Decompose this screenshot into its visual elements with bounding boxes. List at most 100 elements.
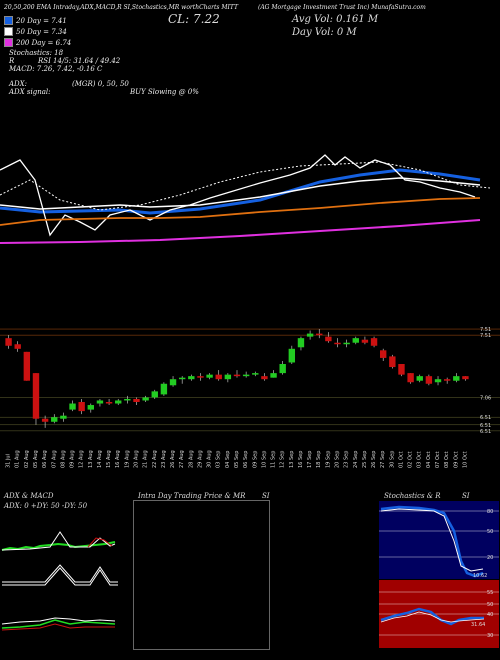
date-tick-label: 12 Sep	[280, 451, 286, 468]
ema50-line	[0, 177, 481, 210]
candle-body	[379, 350, 387, 358]
date-tick-label: 21 Aug	[143, 450, 149, 468]
macd-white-line	[2, 567, 118, 586]
date-tick-label: 04 Oct	[426, 451, 432, 468]
date-tick-label: 02 Oct	[408, 451, 414, 468]
day-volume: Day Vol: 0 M	[292, 27, 357, 38]
date-tick-label: 12 Aug	[79, 450, 85, 468]
date-tick-label: 17 Sep	[307, 451, 313, 468]
stochastics-title: Stochastics & R	[384, 492, 441, 500]
candle-body	[224, 374, 232, 380]
stoch-k-line	[380, 505, 484, 578]
stoch-label-80: 80	[487, 509, 493, 515]
intraday-title: Intra Day Trading Price & MR	[138, 492, 246, 500]
adx-red-line	[87, 537, 113, 548]
date-tick-label: 26 Aug	[170, 450, 176, 468]
candle-body	[78, 402, 85, 412]
date-tick-label: 08 Oct	[444, 451, 450, 468]
rsi-white-line	[380, 611, 485, 623]
candle-body	[51, 417, 58, 422]
adx-green-line	[1, 541, 116, 551]
candle-body	[23, 351, 31, 381]
candle-body	[233, 374, 241, 377]
legend-ema20: 20 Day = 7.41	[4, 16, 67, 25]
candle-body	[124, 398, 131, 401]
ema200-line	[0, 219, 481, 244]
macd-green-line	[1, 619, 116, 629]
date-tick-label: 08 Aug	[60, 450, 66, 468]
candle-body	[389, 356, 396, 368]
adx-macd-values: ADX: 0 +DY: 50 -DY: 50	[4, 502, 88, 510]
date-tick-label: 07 Aug	[51, 450, 57, 468]
date-tick-label: 20 Aug	[133, 450, 139, 468]
macd-white-line-2	[2, 564, 118, 583]
candle-body	[41, 418, 49, 422]
candle-body	[407, 373, 414, 383]
candle-body	[5, 338, 12, 346]
date-tick-label: 01 Aug	[15, 450, 21, 468]
rsi-label-55: 55	[487, 590, 493, 596]
date-tick-label: 22 Aug	[152, 450, 158, 468]
candle-body	[316, 333, 323, 336]
candle-body	[178, 377, 186, 380]
candle-body	[242, 374, 250, 377]
ema50-dotted-line	[0, 161, 491, 211]
date-tick-label: 23 Aug	[161, 450, 167, 468]
stochastics-panel: 80 50 20 10.62	[379, 501, 499, 579]
candle-body	[434, 379, 442, 383]
stoch-label-50: 50	[487, 529, 493, 535]
legend-ema50: 50 Day = 7.34	[4, 27, 67, 36]
date-tick-label: 07 Oct	[435, 451, 441, 468]
date-tick-label: 15 Aug	[106, 450, 112, 468]
candle-body	[334, 342, 341, 345]
rsi-line	[380, 607, 484, 626]
date-tick-label: 05 Aug	[33, 450, 39, 468]
header-line1: 20,50,200 EMA Intraday,ADX,MACD,R SI,Sto…	[4, 4, 238, 11]
date-tick-label: 19 Aug	[124, 450, 130, 468]
adx-macd-panel	[1, 531, 118, 631]
date-tick-label: 06 Sep	[243, 451, 249, 468]
candle-body	[188, 376, 195, 380]
intraday-panel	[133, 500, 270, 650]
candle-body	[160, 383, 168, 395]
rsi-label-40: 40	[487, 612, 493, 618]
date-tick-label: 03 Sep	[216, 451, 222, 468]
stochastics-si: SI	[462, 492, 470, 500]
date-tick-label: 27 Aug	[179, 450, 185, 468]
ema200-swatch	[4, 38, 13, 47]
candle-body	[69, 403, 76, 410]
candle-body	[32, 373, 40, 419]
price-axis-label: 7.06	[480, 395, 491, 401]
stoch-label-20: 20	[487, 555, 493, 561]
candle-body	[416, 376, 423, 381]
date-tick-label: 10 Oct	[462, 451, 468, 468]
adx-signal-label: ADX signal:	[9, 88, 51, 96]
date-tick-label: 25 Sep	[362, 451, 368, 468]
candle-body	[151, 391, 158, 398]
candle-body	[462, 376, 469, 380]
candle-body	[206, 374, 213, 378]
date-tick-label: 02 Aug	[24, 450, 30, 468]
candle-body	[361, 339, 369, 343]
macd-white-line-3	[1, 617, 116, 625]
intraday-si: SI	[262, 492, 270, 500]
ema20-line	[0, 168, 481, 215]
date-tick-label: 28 Aug	[188, 450, 194, 468]
macd-red-line	[1, 623, 115, 631]
candle-body	[169, 379, 177, 386]
candle-body	[115, 400, 122, 404]
legend-ema200: 200 Day = 6.74	[4, 38, 71, 47]
candle-body	[252, 373, 259, 375]
candle-body	[14, 344, 21, 349]
mgr-value: (MGR) 0, 50, 50	[72, 80, 129, 88]
ema-chart	[0, 154, 491, 244]
buy-signal: BUY Slowing @ 0%	[130, 88, 199, 96]
company-name: (AG Mortgage Investment Trust Inc) Munaf…	[258, 4, 426, 11]
candle-body	[325, 336, 332, 342]
rsi-panel: 55 50 40 31.64 30	[379, 580, 499, 648]
ema20-swatch	[4, 16, 13, 25]
stochastics-value: Stochastics: 18	[9, 49, 64, 57]
date-tick-label: 03 Oct	[417, 451, 423, 468]
rsi-label-value: 31.64	[471, 622, 485, 628]
